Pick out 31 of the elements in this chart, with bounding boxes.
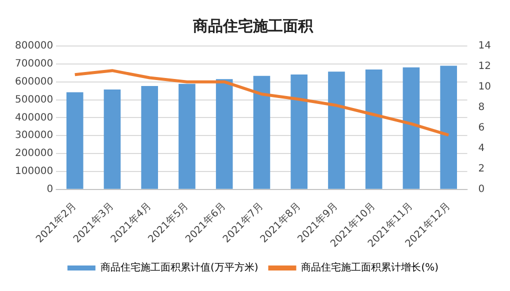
bar [178, 84, 196, 189]
bar [365, 69, 382, 189]
legend-label: 商品住宅施工面积累计值(万平方米) [100, 262, 258, 274]
chart-title: 商品住宅施工面积 [192, 16, 314, 35]
y-tick-label: 800000 [14, 40, 54, 52]
bar [104, 90, 121, 189]
y-tick-label: 300000 [14, 130, 54, 142]
bar [440, 66, 457, 189]
bar [253, 76, 270, 189]
legend-label: 商品住宅施工面积累计增长(%) [301, 262, 439, 274]
y2-tick-label: 14 [478, 40, 492, 52]
y-tick-label: 100000 [14, 166, 54, 178]
y2-tick-label: 8 [478, 102, 485, 114]
y2-tick-label: 6 [478, 122, 485, 134]
bar [216, 79, 233, 189]
y2-tick-label: 4 [478, 143, 485, 154]
y-tick-label: 0 [46, 184, 54, 195]
y-tick-label: 200000 [14, 148, 54, 160]
y2-tick-label: 10 [478, 82, 492, 93]
y-tick-label: 700000 [14, 58, 54, 70]
y-tick-label: 500000 [14, 94, 54, 106]
bar [66, 92, 84, 189]
y2-tick-label: 2 [478, 163, 485, 174]
bar [328, 72, 345, 189]
y2-tick-label: 12 [478, 61, 492, 72]
bar [402, 67, 420, 189]
y-tick-label: 600000 [14, 76, 54, 88]
bar [290, 74, 308, 189]
y-tick-label: 400000 [14, 112, 54, 124]
bar [141, 86, 158, 189]
y2-tick-label: 0 [478, 184, 485, 195]
